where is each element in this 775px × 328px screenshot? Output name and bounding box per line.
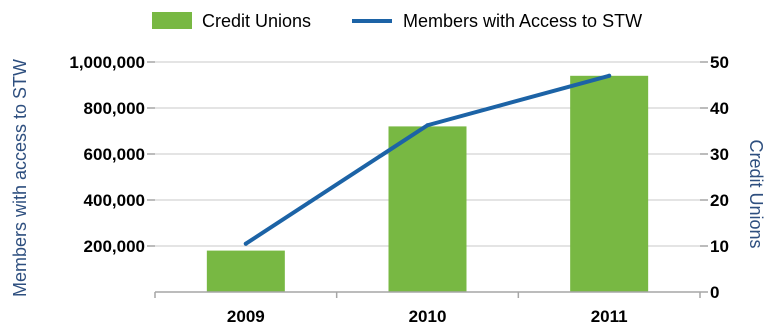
x-category-label: 2009 <box>227 307 265 326</box>
y-tick-label-left: 200,000 <box>84 237 145 256</box>
y-axis-title-right: Credit Unions <box>746 139 766 248</box>
line-point <box>243 241 248 246</box>
y-tick-label-right: 20 <box>710 191 729 210</box>
left-tick-labels: 200,000 400,000 600,000 800,000 1,000,000 <box>69 53 145 256</box>
y-axis-title-left: Members with access to STW <box>10 59 30 297</box>
y-tick-label-left: 400,000 <box>84 191 145 210</box>
x-category-label: 2010 <box>409 307 447 326</box>
bar-credit-unions <box>206 250 285 292</box>
line-point <box>425 123 430 128</box>
legend: Credit Unions Members with Access to STW <box>152 11 642 31</box>
y-tick-label-left: 600,000 <box>84 145 145 164</box>
y-tick-label-right: 0 <box>710 283 719 302</box>
category-labels: 2009 2010 2011 <box>227 307 628 326</box>
line-point <box>607 73 612 78</box>
x-category-label: 2011 <box>591 307 628 326</box>
legend-line-label: Members with Access to STW <box>403 11 642 31</box>
bar-credit-unions <box>570 75 649 292</box>
y-tick-label-right: 50 <box>710 53 729 72</box>
y-tick-label-right: 30 <box>710 145 729 164</box>
legend-bar-swatch <box>152 12 192 29</box>
y-tick-label-left: 1,000,000 <box>69 53 145 72</box>
y-tick-label-right: 10 <box>710 237 729 256</box>
bars <box>206 75 649 293</box>
y-tick-label-left: 800,000 <box>84 99 145 118</box>
right-tick-labels: 0 10 20 30 40 50 <box>710 53 729 302</box>
bar-credit-unions <box>388 126 467 293</box>
y-tick-label-right: 40 <box>710 99 729 118</box>
line-series <box>243 73 612 246</box>
legend-bar-label: Credit Unions <box>202 11 311 31</box>
